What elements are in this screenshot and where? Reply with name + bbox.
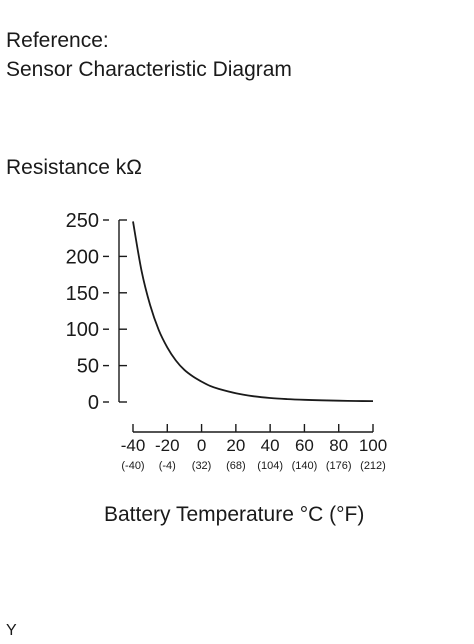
y-tick-label: 250 — [66, 210, 99, 232]
y-axis-label: Resistance kΩ — [6, 156, 142, 179]
y-tick-label: 100 — [66, 319, 99, 341]
x-tick-sublabel: (68) — [226, 460, 246, 472]
x-tick-sublabel: (-40) — [121, 460, 144, 472]
x-axis-label: Battery Temperature °C (°F) — [104, 503, 365, 526]
y-tick-label: 50 — [77, 356, 99, 378]
x-axis: -40 (-40) -20 (-4) 0 (32) 20 (68) 40 (104) 60 (140)… — [121, 424, 387, 472]
x-tick-label: 0 — [197, 436, 206, 455]
x-tick-sublabel: (176) — [326, 460, 352, 472]
x-tick-label: -20 — [155, 436, 180, 455]
resistance-curve — [132, 221, 374, 403]
y-axis: 0 50 100 150 200 250 — [66, 210, 127, 414]
x-tick-label: -40 — [121, 436, 146, 455]
x-tick-sublabel: (32) — [192, 460, 212, 472]
x-tick-sublabel: (212) — [360, 460, 386, 472]
reference-block: Reference: Sensor Characteristic Diagram — [6, 26, 292, 84]
x-tick-label: 100 — [359, 436, 387, 455]
diagram-caption: Sensor Characteristic Diagram — [6, 58, 292, 81]
x-tick-label: 60 — [295, 436, 314, 455]
y-tick-label: 0 — [88, 392, 99, 414]
x-tick-sublabel: (-4) — [159, 460, 176, 472]
y-tick-label: 150 — [66, 283, 99, 305]
reference-label: Reference: — [6, 29, 109, 52]
x-tick-sublabel: (140) — [292, 460, 318, 472]
footer-letter: Y — [6, 622, 17, 639]
sensor-characteristic-chart: 0 50 100 150 200 250 -40 (-40) -20 (-4) 0 (32) 20 (6… — [66, 210, 388, 472]
series-group — [132, 221, 374, 403]
y-tick-label: 200 — [66, 246, 99, 268]
x-tick-label: 20 — [226, 436, 245, 455]
x-tick-label: 40 — [261, 436, 280, 455]
x-tick-sublabel: (104) — [257, 460, 283, 472]
x-tick-label: 80 — [329, 436, 348, 455]
